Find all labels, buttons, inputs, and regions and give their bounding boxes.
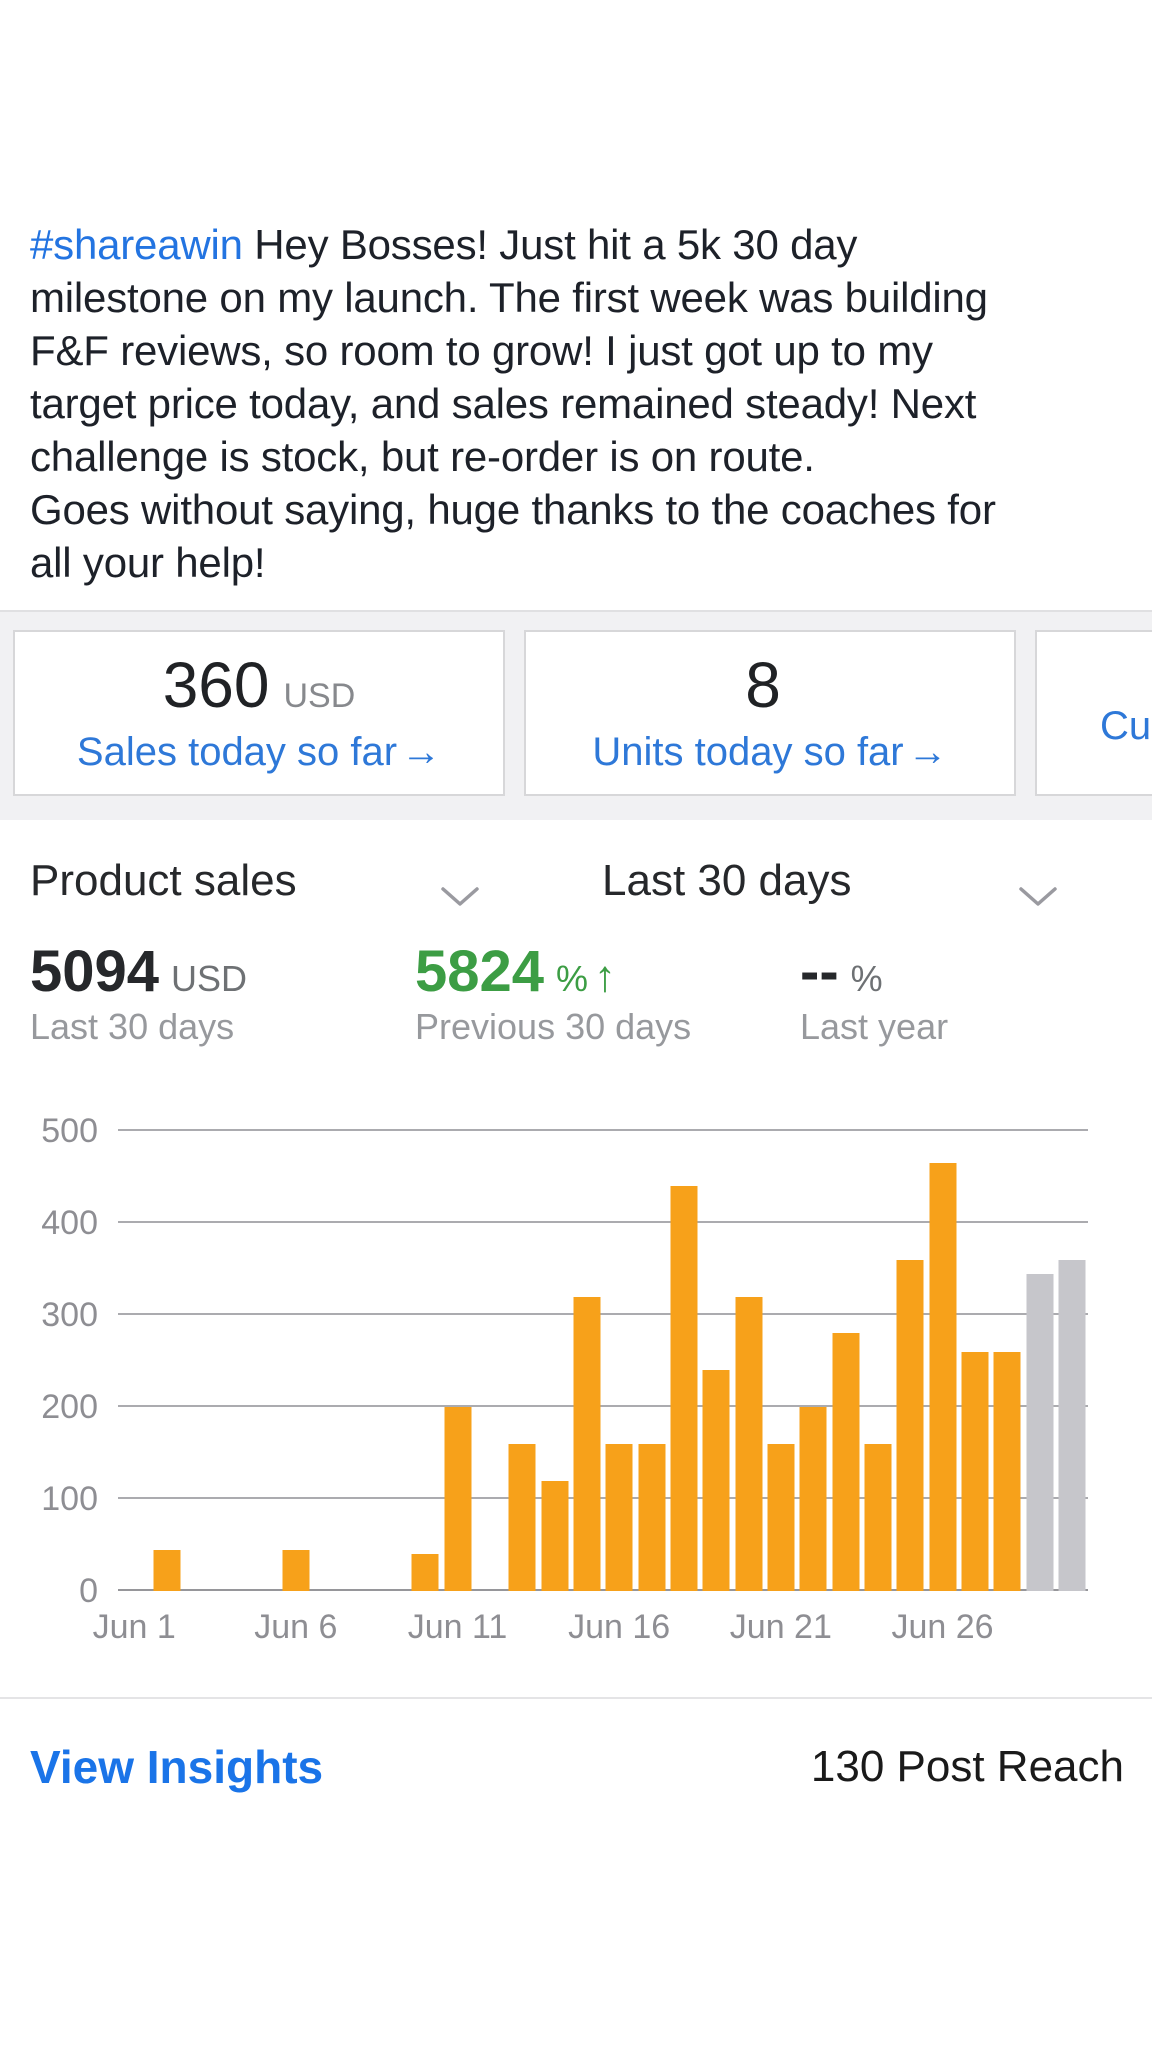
sales-today-value: 360 USD xyxy=(15,648,503,722)
stat-caption: Last 30 days xyxy=(30,1006,235,1047)
y-axis-tick-label: 300 xyxy=(41,1296,98,1334)
footer-divider xyxy=(0,1697,1152,1699)
bar-jun-16 xyxy=(605,1443,633,1591)
post-text: #shareawin Hey Bosses! Just hit a 5k 30 … xyxy=(30,218,1134,589)
post-line: F&F reviews, so room to grow! I just got… xyxy=(30,327,933,374)
date-range-dropdown[interactable]: Last 30 days xyxy=(602,856,852,905)
chart-x-axis: Jun 1 Jun 6 Jun 11 Jun 16 Jun 21 Jun 26 xyxy=(93,1608,1088,1652)
post-line: milestone on my launch. The first week w… xyxy=(30,274,988,321)
chevron-down-icon[interactable] xyxy=(440,886,480,908)
y-axis-tick-label: 400 xyxy=(41,1204,98,1242)
post-line: all your help! xyxy=(30,539,266,586)
sales-today-link-label: Sales today so far xyxy=(76,730,398,774)
stat-value: -- xyxy=(800,939,839,1004)
bar-jun-17 xyxy=(638,1443,665,1591)
sales-today-link[interactable]: Sales today so far → xyxy=(15,730,503,775)
bar-jun-14 xyxy=(541,1480,568,1591)
metric-dropdown[interactable]: Product sales xyxy=(30,856,297,905)
bar-jun-6 xyxy=(282,1549,310,1591)
post-line: challenge is stock, but re-order is on r… xyxy=(30,433,815,480)
stat-unit: USD xyxy=(171,958,248,999)
summary-cards-band: 360 USD Sales today so far → 8 Units today… xyxy=(0,610,1152,820)
chart-y-axis: 0 100 200 300 400 500 xyxy=(0,1114,98,1608)
bar-jun-20 xyxy=(735,1296,762,1591)
sales-today-card: 360 USD Sales today so far → xyxy=(13,630,505,796)
units-today-value: 8 xyxy=(526,648,1014,722)
bar-jun-2 xyxy=(153,1549,180,1591)
post-line: Goes without saying, huge thanks to the … xyxy=(30,486,996,533)
stat-vs-previous: 5824% ↑ xyxy=(415,938,616,1005)
bar-jun-25 xyxy=(896,1259,924,1591)
stat-value: 5094 xyxy=(30,939,160,1004)
bar-jun-15 xyxy=(573,1296,601,1591)
x-axis-tick-label: Jun 6 xyxy=(254,1608,338,1646)
post-line: target price today, and sales remained s… xyxy=(30,380,977,427)
x-axis-tick-label: Jun 11 xyxy=(407,1608,508,1646)
stat-unit: % xyxy=(850,958,883,999)
stat-caption: Previous 30 days xyxy=(415,1006,692,1047)
post-reach-count: 130 Post Reach xyxy=(810,1742,1124,1791)
gridline-y300 xyxy=(118,1313,1088,1315)
bar-jun-24 xyxy=(864,1443,892,1591)
x-axis-tick-label: Jun 21 xyxy=(729,1608,832,1646)
hashtag-link[interactable]: #shareawin xyxy=(30,221,243,268)
units-today-amount: 8 xyxy=(745,649,781,721)
gridline-y400 xyxy=(118,1221,1088,1223)
bar-jun-22 xyxy=(799,1407,827,1591)
stat-last-year: --% xyxy=(800,938,883,1005)
bar-jun-18 xyxy=(670,1186,698,1591)
sales-today-amount: 360 xyxy=(162,649,270,721)
y-axis-tick-label: 200 xyxy=(41,1388,98,1426)
bar-jun-27 xyxy=(961,1351,989,1591)
stat-unit: % xyxy=(556,958,589,999)
post-line: #shareawin Hey Bosses! Just hit a 5k 30 … xyxy=(30,218,1134,271)
arrow-right-icon: → xyxy=(401,730,442,774)
sales-today-unit: USD xyxy=(283,677,356,715)
units-today-link-label: Units today so far xyxy=(592,730,904,774)
bar-jun-26 xyxy=(929,1163,956,1591)
stat-value: 5824 xyxy=(415,939,545,1004)
bar-jun-13 xyxy=(508,1443,536,1591)
gridline-y500 xyxy=(118,1129,1088,1131)
units-today-card: 8 Units today so far → xyxy=(524,630,1016,796)
gridline-y100 xyxy=(118,1497,1088,1499)
bar-jun-21 xyxy=(767,1443,795,1591)
chart-plot xyxy=(118,1129,1088,1591)
stat-caption: Last year xyxy=(800,1006,949,1047)
third-card-clipped: Cu xyxy=(1035,630,1152,796)
chevron-down-icon[interactable] xyxy=(1018,886,1058,908)
stat-last-30-days: 5094 USD xyxy=(30,938,247,1005)
gridline-y0 xyxy=(118,1589,1088,1591)
view-insights-link[interactable]: View Insights xyxy=(30,1741,324,1793)
x-axis-tick-label: Jun 16 xyxy=(568,1608,671,1646)
bar-jun-28 xyxy=(993,1351,1021,1591)
bar-jun-11 xyxy=(444,1407,471,1591)
post-line-text: Hey Bosses! Just hit a 5k 30 day xyxy=(242,221,858,268)
bar-jun-19 xyxy=(702,1370,730,1591)
arrow-right-icon: → xyxy=(907,730,948,774)
third-card-link[interactable]: Cu xyxy=(1037,704,1152,749)
y-axis-tick-label: 0 xyxy=(79,1572,98,1610)
x-axis-tick-label: Jun 1 xyxy=(92,1608,176,1646)
third-card-link-label: Cu xyxy=(1100,704,1152,748)
bar-jun-30 xyxy=(1058,1259,1086,1591)
bar-jun-10 xyxy=(411,1554,439,1591)
arrow-up-icon: ↑ xyxy=(594,952,617,1001)
x-axis-tick-label: Jun 26 xyxy=(891,1608,994,1646)
bar-jun-23 xyxy=(832,1333,859,1591)
y-axis-tick-label: 100 xyxy=(41,1480,98,1518)
y-axis-tick-label: 500 xyxy=(41,1112,98,1150)
gridline-y200 xyxy=(118,1405,1088,1407)
units-today-link[interactable]: Units today so far → xyxy=(526,730,1014,775)
dashboard-screenshot[interactable]: 360 USD Sales today so far → 8 Units today… xyxy=(0,610,1152,1697)
bar-jun-29 xyxy=(1026,1273,1053,1591)
